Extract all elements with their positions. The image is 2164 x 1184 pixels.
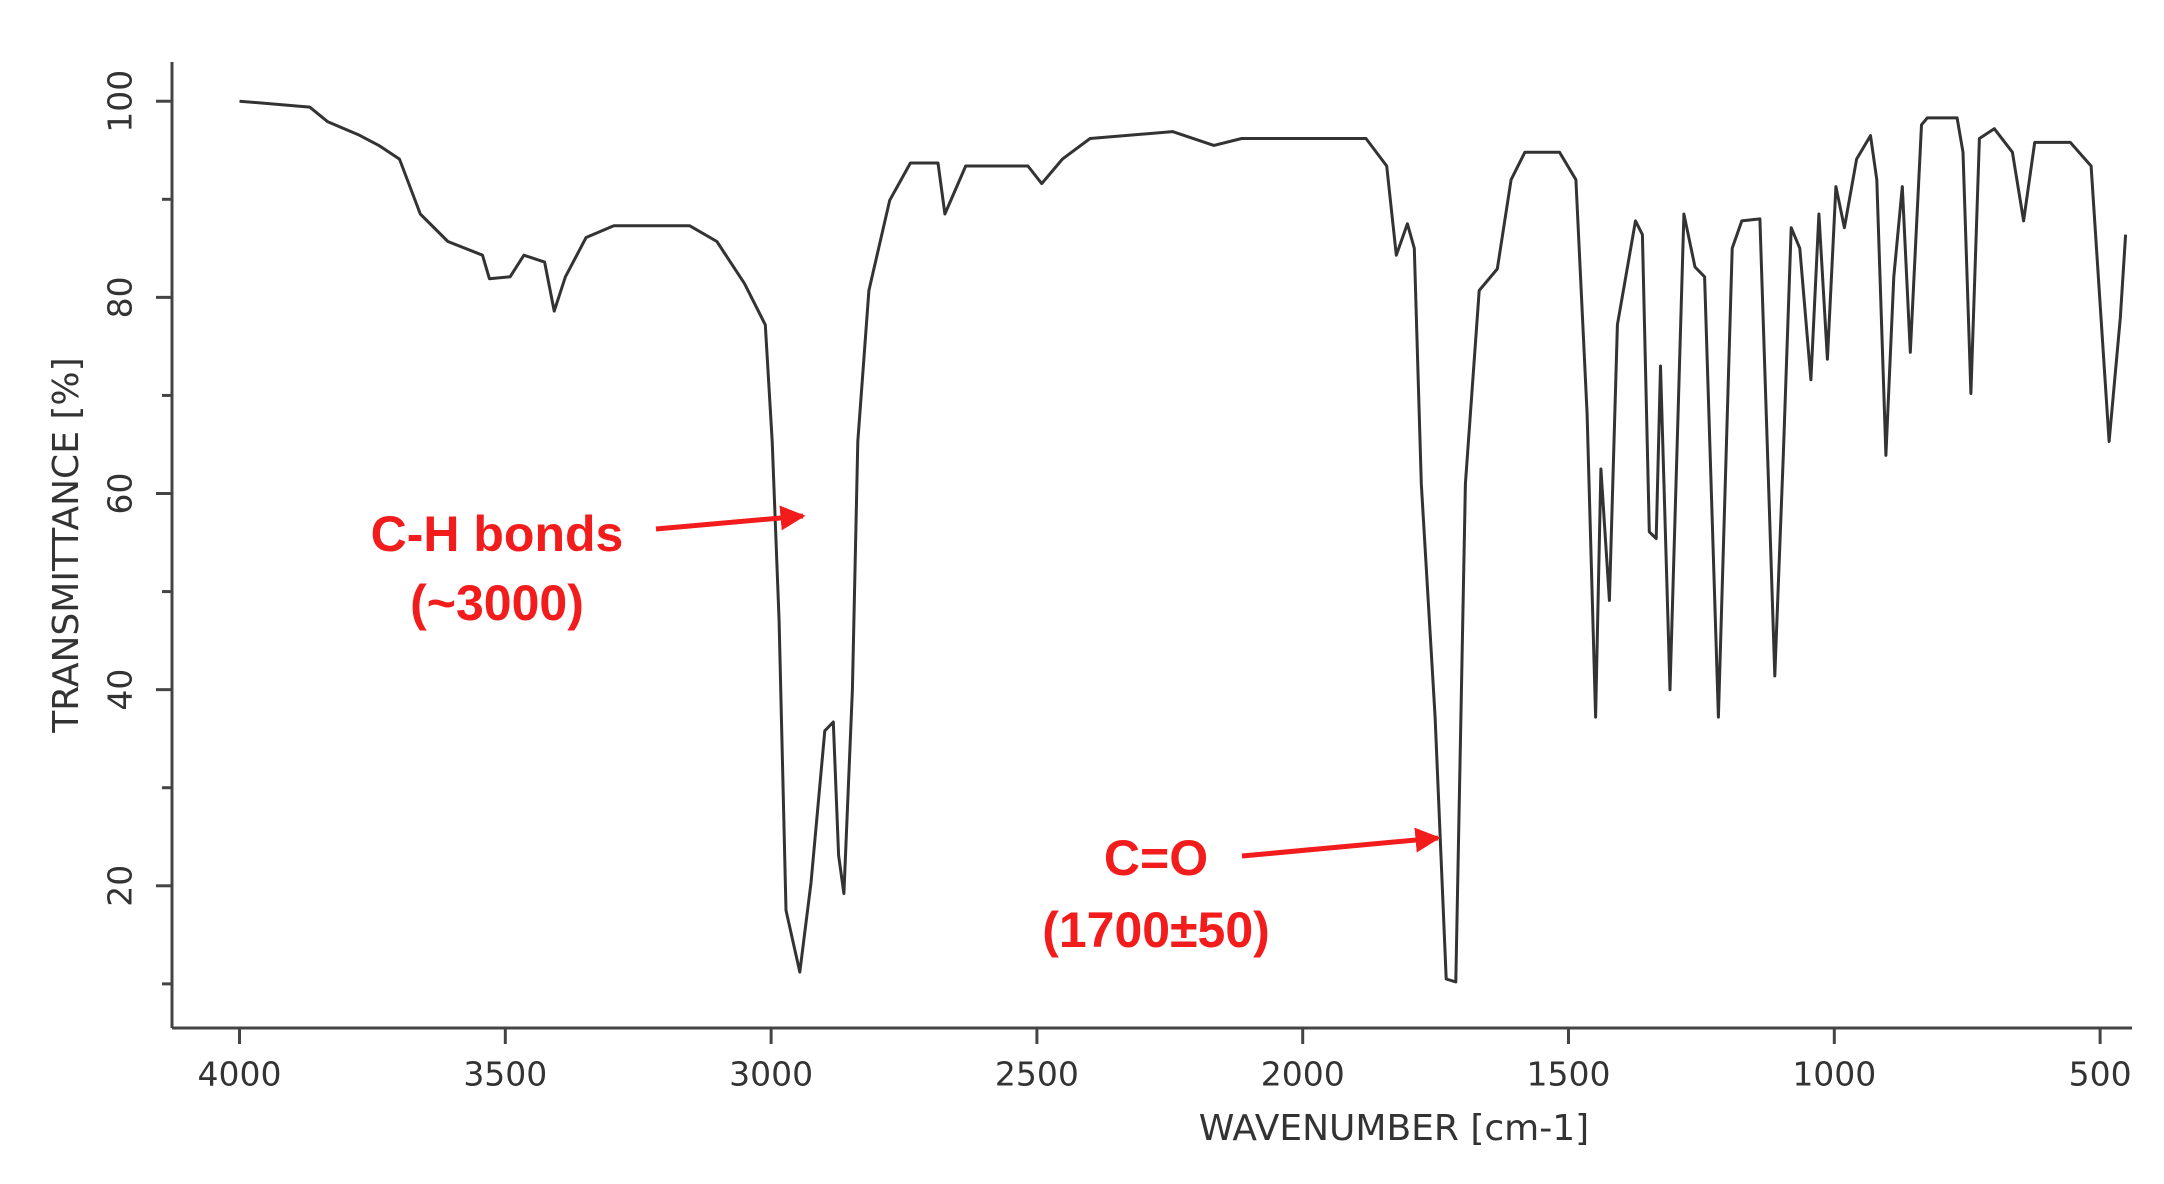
x-tick-label: 500	[2069, 1055, 2132, 1094]
annotation-text: (~3000)	[410, 575, 584, 631]
annotation-arrow	[1241, 827, 1441, 859]
y-axis-label: TRANSMITTANCE [%]	[46, 357, 87, 733]
spectrum-line	[239, 99, 2128, 984]
annotation-arrow	[655, 505, 806, 532]
y-tick-label: 100	[101, 70, 140, 133]
annotation-text: C=O	[1104, 830, 1208, 886]
x-tick-label: 2000	[1261, 1055, 1345, 1094]
y-tick-label: 60	[101, 473, 140, 515]
x-tick-label: 1500	[1527, 1055, 1611, 1094]
x-tick-label: 4000	[198, 1055, 282, 1094]
x-tick-label: 1000	[1792, 1055, 1876, 1094]
y-tick-label: 40	[101, 669, 140, 711]
annotation-text: (1700±50)	[1042, 902, 1270, 958]
x-axis-label: WAVENUMBER [cm-1]	[1199, 1108, 1589, 1149]
x-tick-label: 2500	[995, 1055, 1079, 1094]
y-tick-label: 20	[101, 865, 140, 907]
y-tick-label: 80	[101, 276, 140, 318]
x-tick-label: 3000	[729, 1055, 813, 1094]
annotation-text: C-H bonds	[371, 506, 624, 562]
x-tick-label: 3500	[463, 1055, 547, 1094]
